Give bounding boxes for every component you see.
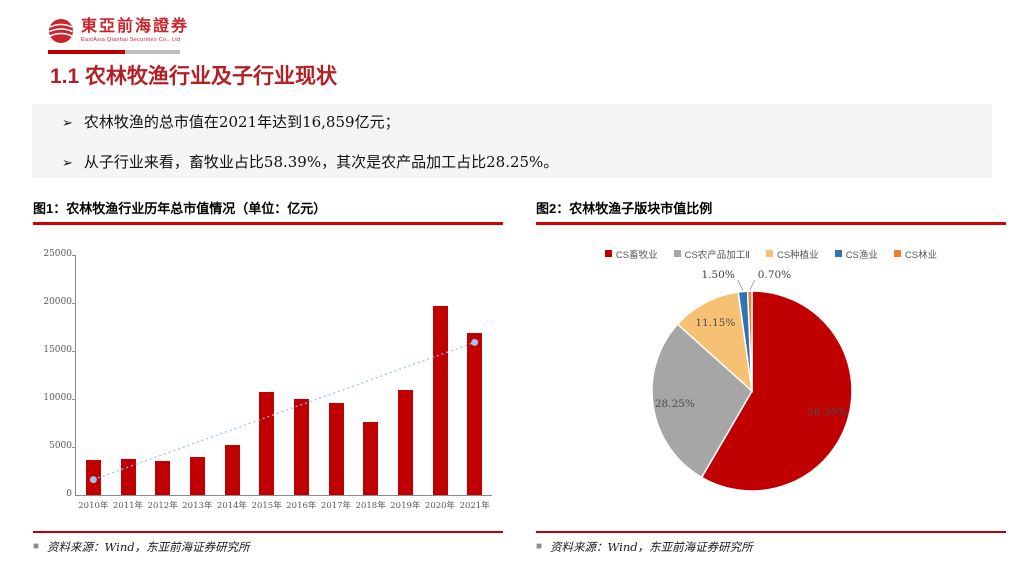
bar-2016年 — [293, 398, 309, 495]
y-axis-tick-label: 0 — [66, 488, 72, 499]
pie-slice-CS种植业 — [676, 290, 754, 393]
bar-2013年 — [189, 456, 205, 495]
figure2-title-rule — [536, 222, 1006, 225]
bullet-text: 农林牧渔的总市值在2021年达到16,859亿元； — [83, 112, 400, 131]
legend-label: CS农产品加工Ⅱ — [684, 249, 750, 261]
source-text: 资料来源：Wind，东亚前海证券研究所 — [47, 540, 250, 554]
figure2-title: 图2：农林牧渔子版块市值比例 — [536, 201, 713, 216]
pie-slice-CS畜牧业 — [700, 289, 853, 492]
pie-label-CS畜牧业: 58.39% — [807, 406, 847, 418]
bullet-item: ➢ 从子行业来看，畜牧业占比58.39%，其次是农产品加工占比28.25%。 — [62, 151, 992, 172]
y-axis-tick — [72, 350, 76, 352]
bar-2021年 — [467, 332, 483, 495]
legend-color-icon — [604, 250, 612, 257]
legend-label: CS渔业 — [845, 249, 878, 261]
legend-label: CS林业 — [904, 249, 938, 261]
figure2: 图2：农林牧渔子版块市值比例 CS畜牧业 CS农产品加工Ⅱ CS种植业 CS渔业 CS林… — [536, 198, 1006, 513]
bar-2020年 — [432, 306, 448, 495]
x-axis-tick-label: 2019年 — [390, 500, 421, 511]
pie-label-leader — [737, 279, 744, 291]
y-axis-tick — [72, 446, 76, 448]
legend-item-CS林业: CS林业 — [893, 247, 938, 261]
x-axis-tick-label: 2010年 — [78, 500, 109, 511]
y-axis-tick-label: 15000 — [43, 344, 72, 355]
pie-slice-CS林业 — [746, 289, 753, 391]
x-axis-tick-label: 2013年 — [182, 500, 213, 511]
y-axis-tick — [72, 254, 76, 256]
y-axis-tick — [72, 398, 76, 400]
legend-label: CS畜牧业 — [615, 249, 658, 261]
bullet-item: ➢ 农林牧渔的总市值在2021年达到16,859亿元； — [62, 111, 992, 132]
globe-icon — [49, 19, 73, 43]
x-axis-tick-label: 2012年 — [147, 500, 178, 511]
legend-item-CS渔业: CS渔业 — [834, 247, 878, 261]
bar-2014年 — [224, 445, 240, 495]
legend-item-CS农产品加工Ⅱ: CS农产品加工Ⅱ — [673, 247, 750, 261]
trendline-marker — [471, 338, 479, 346]
x-axis-tick-label: 2020年 — [424, 500, 456, 511]
pie-label-CS林业: 0.70% — [758, 269, 791, 281]
bar-2019年 — [397, 390, 413, 495]
logo-underline-bar — [48, 50, 180, 54]
y-axis-tick — [72, 302, 76, 304]
company-logo: 東亞前海證券 EastAsia Qianhai Securities Co., … — [48, 18, 189, 44]
square-bullet-icon: ■ — [33, 541, 40, 552]
pie-label-leader — [749, 279, 756, 290]
logo-company-name: 東亞前海證券 — [81, 17, 190, 35]
x-axis-tick-label: 2021年 — [459, 500, 490, 511]
bullet-arrow-icon: ➢ — [62, 115, 73, 131]
page-title: 1.1 农林牧渔行业及子行业现状 — [50, 65, 338, 88]
trendline-marker — [89, 475, 97, 483]
logo-company-name-en: EastAsia Qianhai Securities Co., Ltd — [81, 36, 181, 43]
pie-label-CS渔业: 1.50% — [701, 269, 734, 281]
y-axis-tick-label: 5000 — [49, 440, 72, 451]
x-axis-tick-label: 2017年 — [320, 500, 352, 511]
key-points-box: ➢ 农林牧渔的总市值在2021年达到16,859亿元； ➢ 从子行业来看，畜牧业… — [32, 104, 992, 178]
bar-2018年 — [363, 422, 379, 495]
x-axis-tick-label: 2011年 — [112, 500, 144, 511]
pie-legend: CS畜牧业 CS农产品加工Ⅱ CS种植业 CS渔业 CS林业 — [536, 247, 1006, 261]
legend-item-CS畜牧业: CS畜牧业 — [604, 247, 658, 261]
figure1-title-rule — [33, 222, 503, 225]
x-axis-tick-label: 2018年 — [355, 500, 386, 511]
x-axis-tick-label: 2014年 — [216, 500, 248, 511]
pie-slice-CS农产品加工Ⅱ — [651, 322, 753, 478]
pie-label-CS农产品加工Ⅱ: 28.25% — [655, 398, 695, 410]
square-bullet-icon: ■ — [536, 541, 543, 552]
figure2-source: ■ 资料来源：Wind，东亚前海证券研究所 — [536, 531, 1006, 555]
legend-color-icon — [893, 250, 901, 257]
bar-2011年 — [120, 459, 136, 495]
source-text: 资料来源：Wind，东亚前海证券研究所 — [550, 540, 753, 554]
legend-color-icon — [834, 250, 842, 257]
pie-label-CS种植业: 11.15% — [695, 317, 735, 329]
bar-2017年 — [328, 402, 344, 495]
x-axis-tick-label: 2015年 — [251, 500, 282, 511]
trendline — [89, 338, 479, 483]
bullet-text: 从子行业来看，畜牧业占比58.39%，其次是农产品加工占比28.25%。 — [83, 152, 559, 171]
legend-color-icon — [765, 250, 773, 257]
y-axis-tick-label: 10000 — [43, 392, 72, 403]
legend-label: CS种植业 — [776, 249, 819, 261]
figure1-title: 图1：农林牧渔行业历年总市值情况（单位：亿元） — [33, 201, 327, 216]
y-axis-tick-label: 20000 — [43, 296, 72, 307]
y-axis-tick-label: 25000 — [43, 248, 72, 259]
legend-color-icon — [673, 250, 681, 257]
legend-item-CS种植业: CS种植业 — [765, 247, 819, 261]
figure1: 图1：农林牧渔行业历年总市值情况（单位：亿元） 0 5000 10000 15000 2… — [33, 198, 503, 511]
bar-2012年 — [155, 461, 171, 495]
figure2-pie-chart: 58.39% 28.25% 11.15% 1.50% 0.70% — [651, 269, 853, 492]
x-axis-tick-label: 2016年 — [286, 500, 317, 511]
figure1-source: ■ 资料来源：Wind，东亚前海证券研究所 — [33, 531, 503, 555]
logo-text: 東亞前海證券 EastAsia Qianhai Securities Co., … — [81, 17, 190, 44]
bullet-arrow-icon: ➢ — [62, 155, 73, 171]
figure1-bar-chart: 0 5000 10000 15000 20000 25000 2010年 2011年 2012年… — [43, 249, 492, 511]
